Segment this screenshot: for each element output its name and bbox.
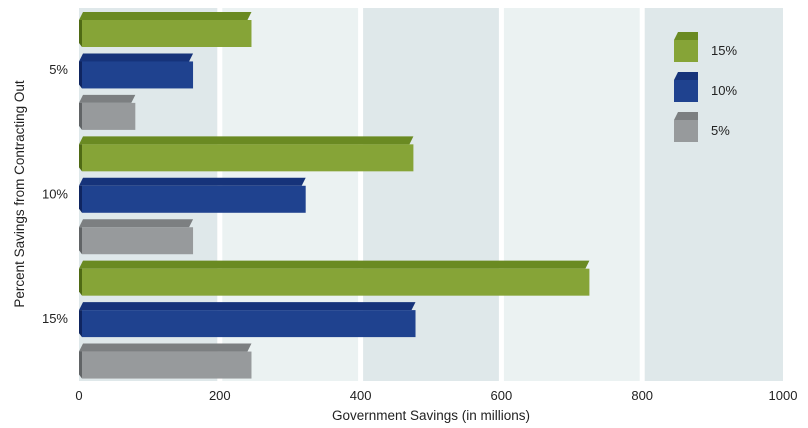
bar: [79, 53, 194, 89]
x-tick-label: 800: [631, 388, 653, 403]
bar: [79, 343, 252, 379]
bar: [79, 260, 590, 296]
legend-item: 15%: [674, 32, 737, 62]
bar: [79, 219, 194, 255]
legend-label: 15%: [711, 43, 737, 58]
x-tick-label: 1000: [769, 388, 798, 403]
x-tick-label: 600: [491, 388, 513, 403]
x-tick-label: 200: [209, 388, 231, 403]
grid-band: [501, 8, 643, 381]
x-tick-label: 0: [75, 388, 82, 403]
grid-line: [358, 8, 364, 381]
bar: [79, 177, 306, 213]
y-axis-title: Percent Savings from Contracting Out: [12, 80, 27, 308]
y-tick-label: 10%: [42, 187, 68, 202]
y-axis-categories: 5% 10% 15%: [42, 62, 68, 326]
bar: [79, 302, 416, 338]
legend-item: 10%: [674, 72, 737, 102]
grid-band: [642, 8, 783, 381]
x-axis-ticks: 0 200 400 600 800 1000: [75, 388, 797, 403]
y-tick-label: 15%: [42, 311, 68, 326]
bar: [79, 136, 414, 172]
legend-label: 10%: [711, 83, 737, 98]
grid-line: [498, 8, 504, 381]
y-tick-label: 5%: [49, 62, 68, 77]
legend: 15% 10% 5%: [674, 32, 737, 142]
bars: [79, 12, 590, 379]
x-axis-title: Government Savings (in millions): [332, 408, 530, 423]
legend-item: 5%: [674, 112, 730, 142]
bar: [79, 12, 252, 47]
grid-line: [639, 8, 645, 381]
legend-label: 5%: [711, 123, 730, 138]
x-tick-label: 400: [350, 388, 372, 403]
bar: [79, 94, 136, 130]
